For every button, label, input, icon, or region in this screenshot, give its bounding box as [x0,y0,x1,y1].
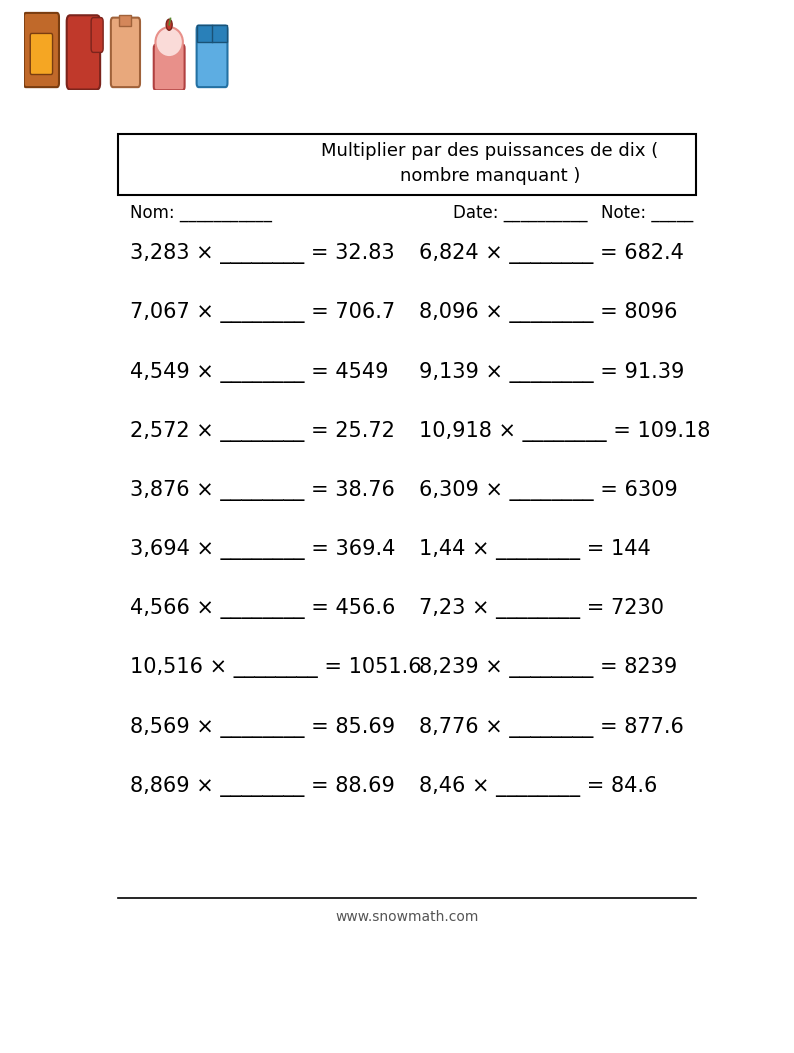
FancyBboxPatch shape [30,34,52,75]
Text: 8,239 × ________ = 8239: 8,239 × ________ = 8239 [419,657,677,678]
Text: Date: __________: Date: __________ [453,204,588,222]
Text: 8,096 × ________ = 8096: 8,096 × ________ = 8096 [419,302,678,323]
Text: 3,283 × ________ = 32.83: 3,283 × ________ = 32.83 [130,243,395,264]
Text: www.snowmath.com: www.snowmath.com [335,910,479,923]
Text: 3,694 × ________ = 369.4: 3,694 × ________ = 369.4 [130,539,395,560]
Text: 4,566 × ________ = 456.6: 4,566 × ________ = 456.6 [130,598,395,619]
FancyBboxPatch shape [67,15,100,90]
Text: 8,776 × ________ = 877.6: 8,776 × ________ = 877.6 [419,717,684,738]
Text: 9,139 × ________ = 91.39: 9,139 × ________ = 91.39 [419,361,684,382]
Ellipse shape [156,27,183,57]
Text: 8,869 × ________ = 88.69: 8,869 × ________ = 88.69 [130,776,395,797]
Text: 4,549 × ________ = 4549: 4,549 × ________ = 4549 [130,361,388,382]
FancyBboxPatch shape [24,13,59,87]
Text: 2,572 × ________ = 25.72: 2,572 × ________ = 25.72 [130,421,395,441]
Text: 6,309 × ________ = 6309: 6,309 × ________ = 6309 [419,480,678,501]
Text: 10,516 × ________ = 1051.6: 10,516 × ________ = 1051.6 [130,657,422,678]
FancyBboxPatch shape [111,18,140,87]
Bar [197,24,228,42]
Text: 7,23 × ________ = 7230: 7,23 × ________ = 7230 [419,598,665,619]
FancyBboxPatch shape [154,44,185,91]
Text: Multiplier par des puissances de dix (
nombre manquant ): Multiplier par des puissances de dix ( n… [322,142,658,185]
Text: 3,876 × ________ = 38.76: 3,876 × ________ = 38.76 [130,480,395,501]
Text: Note: _____: Note: _____ [601,204,693,222]
Text: Nom: ___________: Nom: ___________ [130,204,272,222]
FancyBboxPatch shape [91,18,103,53]
Bar [119,16,131,26]
FancyBboxPatch shape [118,135,696,195]
Text: 7,067 × ________ = 706.7: 7,067 × ________ = 706.7 [130,302,395,323]
FancyBboxPatch shape [197,25,228,87]
Text: 8,569 × ________ = 85.69: 8,569 × ________ = 85.69 [130,717,395,738]
Text: 10,918 × ________ = 109.18: 10,918 × ________ = 109.18 [419,421,711,441]
Text: 1,44 × ________ = 144: 1,44 × ________ = 144 [419,539,651,560]
Circle shape [166,19,172,31]
Text: 6,824 × ________ = 682.4: 6,824 × ________ = 682.4 [419,243,684,264]
Text: 8,46 × ________ = 84.6: 8,46 × ________ = 84.6 [419,776,657,797]
